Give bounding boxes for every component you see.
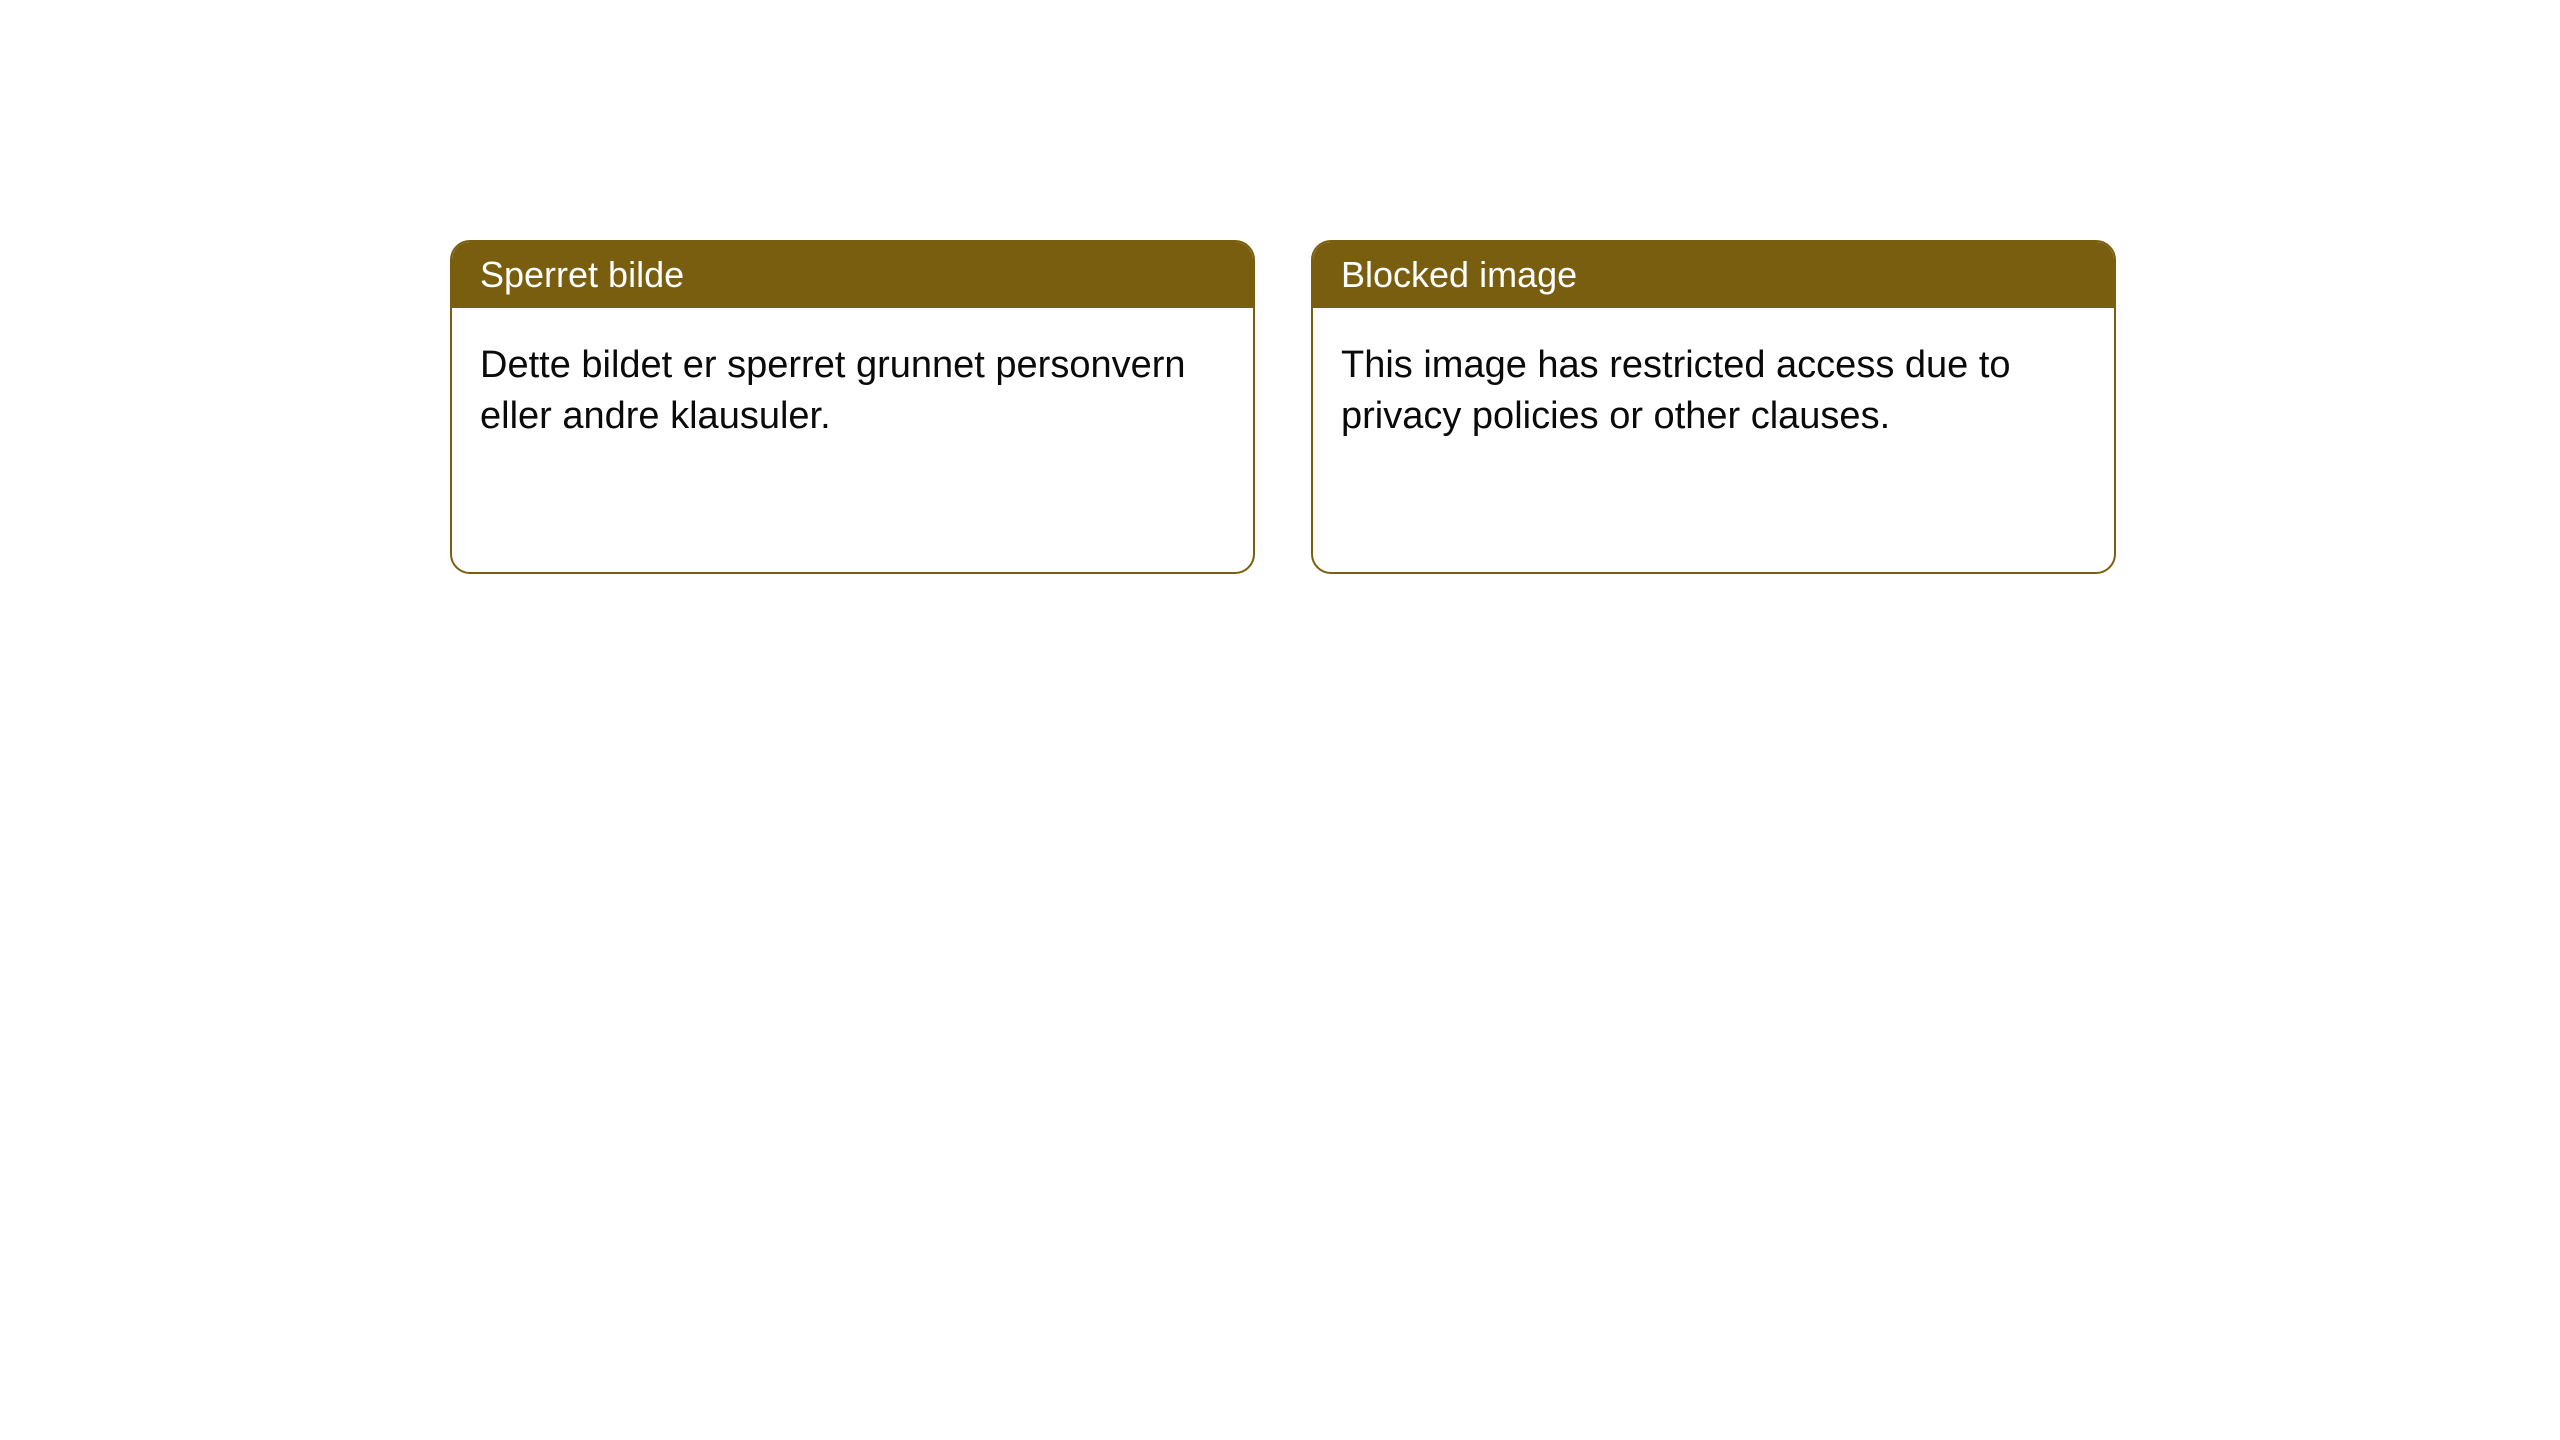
card-header-no: Sperret bilde: [452, 242, 1253, 308]
card-header-en: Blocked image: [1313, 242, 2114, 308]
card-body-en: This image has restricted access due to …: [1313, 308, 2114, 475]
blocked-image-card-no: Sperret bilde Dette bildet er sperret gr…: [450, 240, 1255, 574]
card-body-no: Dette bildet er sperret grunnet personve…: [452, 308, 1253, 475]
card-container: Sperret bilde Dette bildet er sperret gr…: [0, 0, 2560, 574]
blocked-image-card-en: Blocked image This image has restricted …: [1311, 240, 2116, 574]
